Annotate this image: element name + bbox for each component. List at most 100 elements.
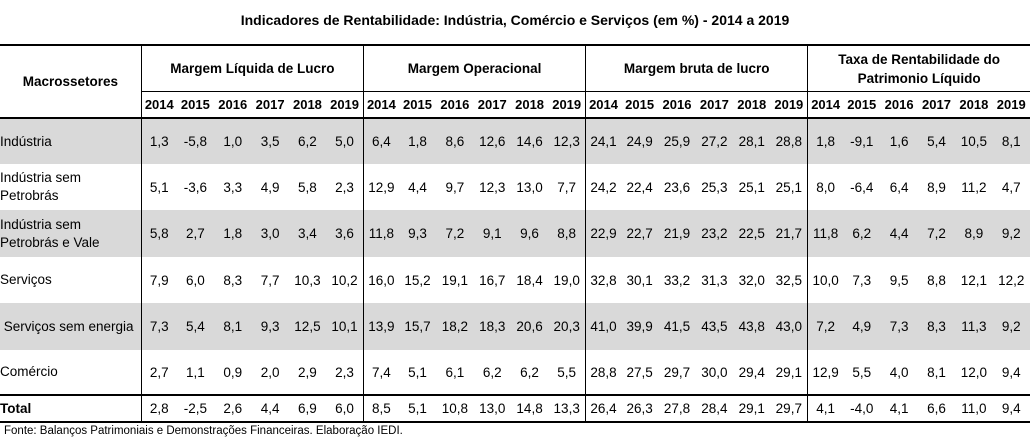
table-cell: 9,2 <box>992 303 1030 350</box>
table-cell: 5,4 <box>176 303 215 350</box>
table-cell: 4,4 <box>408 179 427 195</box>
row-label: Serviços <box>0 257 141 303</box>
table-cell: 14,6 <box>510 118 549 164</box>
table-cell: 8,1 <box>927 364 946 380</box>
table-cell: 10,5 <box>955 118 993 164</box>
table-cell: 11,8 <box>807 210 844 257</box>
year-header: 2017 <box>473 91 511 119</box>
table-cell: 41,5 <box>658 303 696 350</box>
table-cell: 3,4 <box>288 210 327 257</box>
table-cell: 6,0 <box>185 272 205 288</box>
year-header: 2014 <box>140 91 177 119</box>
table-cell: 10,1 <box>326 303 364 350</box>
total-cell: 5,1 <box>398 394 437 423</box>
table-cell: 2,3 <box>335 179 354 195</box>
table-cell: -9,1 <box>843 118 881 164</box>
table-cell: 22,9 <box>585 210 621 257</box>
table-cell: 7,2 <box>807 303 844 350</box>
group-header-line1: Margem bruta de lucro <box>623 61 770 76</box>
table-cell: 10,2 <box>331 272 358 288</box>
table-cell: 1,8 <box>398 118 437 164</box>
table-cell: 4,4 <box>880 210 918 257</box>
total-cell: 2,6 <box>214 394 252 423</box>
group-header-line2: Patrimonio Líquido <box>857 70 981 86</box>
table-cell: 29,4 <box>738 364 765 380</box>
table-title: Indicadores de Rentabilidade: Indústria,… <box>240 12 790 28</box>
group-header-operating-margin: Margem Operacional <box>362 44 586 92</box>
table-cell: 28,8 <box>585 350 621 395</box>
row-label: Indústria <box>0 118 142 164</box>
table-cell: 6,2 <box>520 364 539 380</box>
total-cell: 26,3 <box>620 394 659 423</box>
total-cell: 29,1 <box>733 394 771 423</box>
group-header-line1: Taxa de Rentabilidade do <box>838 51 1001 67</box>
table-cell: 1,0 <box>214 118 252 164</box>
table-cell: 8,3 <box>917 303 956 350</box>
table-cell: 24,9 <box>620 118 659 164</box>
total-cell: 2,8 <box>140 394 177 423</box>
year-header: 2018 <box>288 91 327 119</box>
table-cell: 21,9 <box>658 210 696 257</box>
row-label-line1: Indústria sem <box>0 216 82 232</box>
row-label-line2: Petrobrás e Vale <box>0 234 100 250</box>
table-cell: 6,2 <box>482 364 502 380</box>
group-header-gross-margin: Margem bruta de lucro <box>585 44 808 92</box>
total-cell: 13,0 <box>473 394 511 423</box>
table-cell: 7,4 <box>362 350 399 395</box>
table-cell: 3,5 <box>251 118 289 164</box>
table-cell: 4,9 <box>843 303 881 350</box>
table-cell: 27,2 <box>695 118 734 164</box>
table-cell: 20,6 <box>510 303 549 350</box>
table-cell: 9,3 <box>398 210 437 257</box>
table-cell: 8,0 <box>807 164 844 210</box>
table-cell: 12,0 <box>960 364 987 380</box>
table-cell: 1,3 <box>140 118 177 164</box>
total-cell: 10,8 <box>436 394 474 423</box>
table-cell: 15,7 <box>398 303 437 350</box>
total-cell: -2,5 <box>176 394 215 423</box>
table-cell: 11,2 <box>961 179 987 195</box>
row-label-line1: Serviços <box>0 272 52 287</box>
table-cell: 9,4 <box>1001 364 1021 380</box>
table-cell: 32,0 <box>738 272 765 288</box>
source-note: Fonte: Balanços Patrimoniais e Demonstra… <box>4 425 403 437</box>
year-header: 2018 <box>955 91 993 119</box>
total-cell: 14,8 <box>510 394 549 423</box>
table-cell: 33,2 <box>663 272 691 288</box>
table-cell: 5,1 <box>408 364 427 380</box>
year-header: 2016 <box>658 91 696 119</box>
total-cell: -4,0 <box>843 394 881 423</box>
table-cell: 9,7 <box>445 179 465 195</box>
total-cell: 6,0 <box>326 394 364 423</box>
profitability-table: Macrossetores Margem Líquida de Lucro Ma… <box>0 44 1030 423</box>
table-cell: 5,8 <box>140 210 177 257</box>
table-cell: 2,9 <box>298 364 317 380</box>
table-cell: 1,1 <box>185 364 205 380</box>
year-header: 2015 <box>843 91 881 119</box>
total-cell: 27,8 <box>658 394 696 423</box>
table-cell: 7,2 <box>436 210 474 257</box>
year-header: 2017 <box>251 91 289 119</box>
total-cell: 28,4 <box>695 394 734 423</box>
table-cell: 22,5 <box>733 210 771 257</box>
table-cell: 21,7 <box>770 210 808 257</box>
table-cell: 32,5 <box>775 272 802 288</box>
table-cell: 3,0 <box>251 210 289 257</box>
group-header-line1: Margem Operacional <box>407 61 542 76</box>
table-cell: 1,6 <box>880 118 918 164</box>
year-header: 2016 <box>214 91 252 119</box>
year-header: 2018 <box>733 91 771 119</box>
row-label-line1: Indústria sem <box>0 170 82 185</box>
table-cell: 11,8 <box>362 210 399 257</box>
table-cell: 8,6 <box>436 118 474 164</box>
table-cell: 11,3 <box>955 303 993 350</box>
table-cell: 19,1 <box>441 272 468 288</box>
row-label: Indústria sem Petrobrás <box>0 164 141 210</box>
year-header: 2015 <box>620 91 659 119</box>
table-cell: 12,9 <box>362 164 399 210</box>
table-row: Serviços sem energia 7,3 5,4 8,1 9,3 12,5 10,1… <box>0 303 1030 350</box>
table-cell: 9,6 <box>510 210 549 257</box>
table-cell: 2,3 <box>335 364 354 380</box>
table-cell: 2,7 <box>140 350 177 395</box>
total-cell: 4,1 <box>880 394 918 423</box>
